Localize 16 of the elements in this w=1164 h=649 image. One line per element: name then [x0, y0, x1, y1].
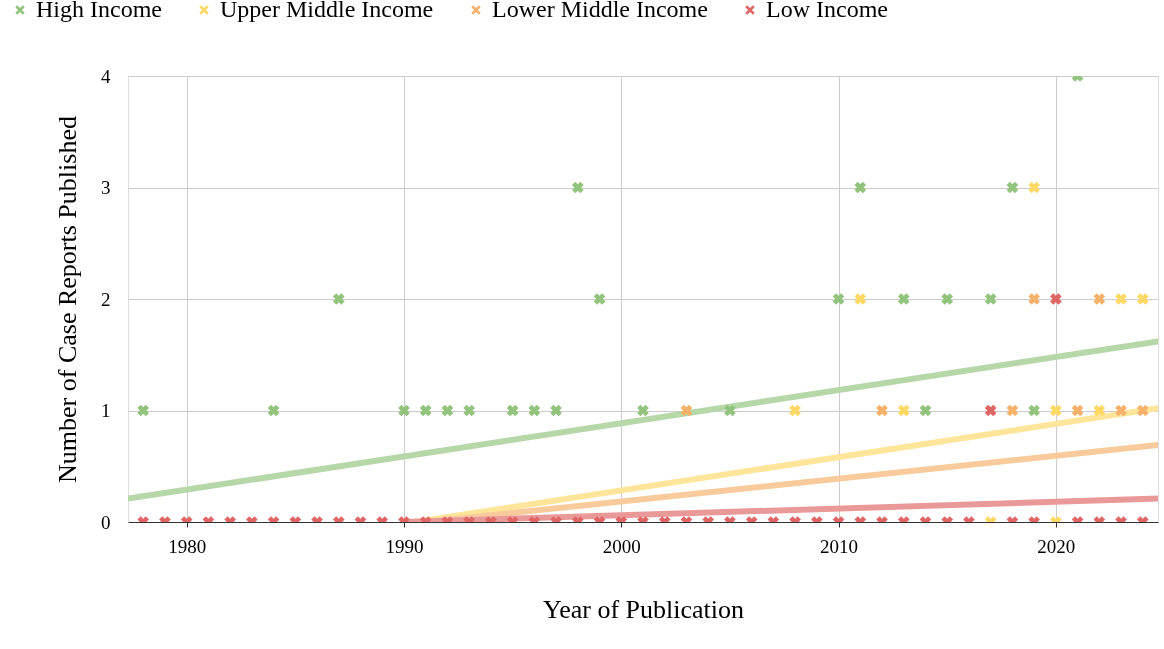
- x-tick-label: 2000: [602, 535, 641, 557]
- legend-label: High Income: [36, 0, 162, 22]
- x-tick-label: 1980: [168, 535, 207, 557]
- y-tick-label: 4: [101, 65, 111, 87]
- y-tick-label: 2: [101, 288, 111, 310]
- y-axis-title: Number of Case Reports Published: [53, 116, 82, 483]
- x-tick-label: 1990: [385, 535, 424, 557]
- y-tick-label: 3: [101, 177, 111, 198]
- legend-label: Upper Middle Income: [220, 0, 434, 22]
- x-tick-label: 2020: [1037, 535, 1076, 557]
- x-tick-label: 2010: [820, 535, 859, 557]
- legend-label: Low Income: [766, 0, 888, 22]
- y-tick-label: 0: [101, 511, 111, 533]
- legend-label: Lower Middle Income: [492, 0, 708, 22]
- y-tick-label: 1: [101, 400, 111, 421]
- x-axis-title: Year of Publication: [542, 594, 745, 624]
